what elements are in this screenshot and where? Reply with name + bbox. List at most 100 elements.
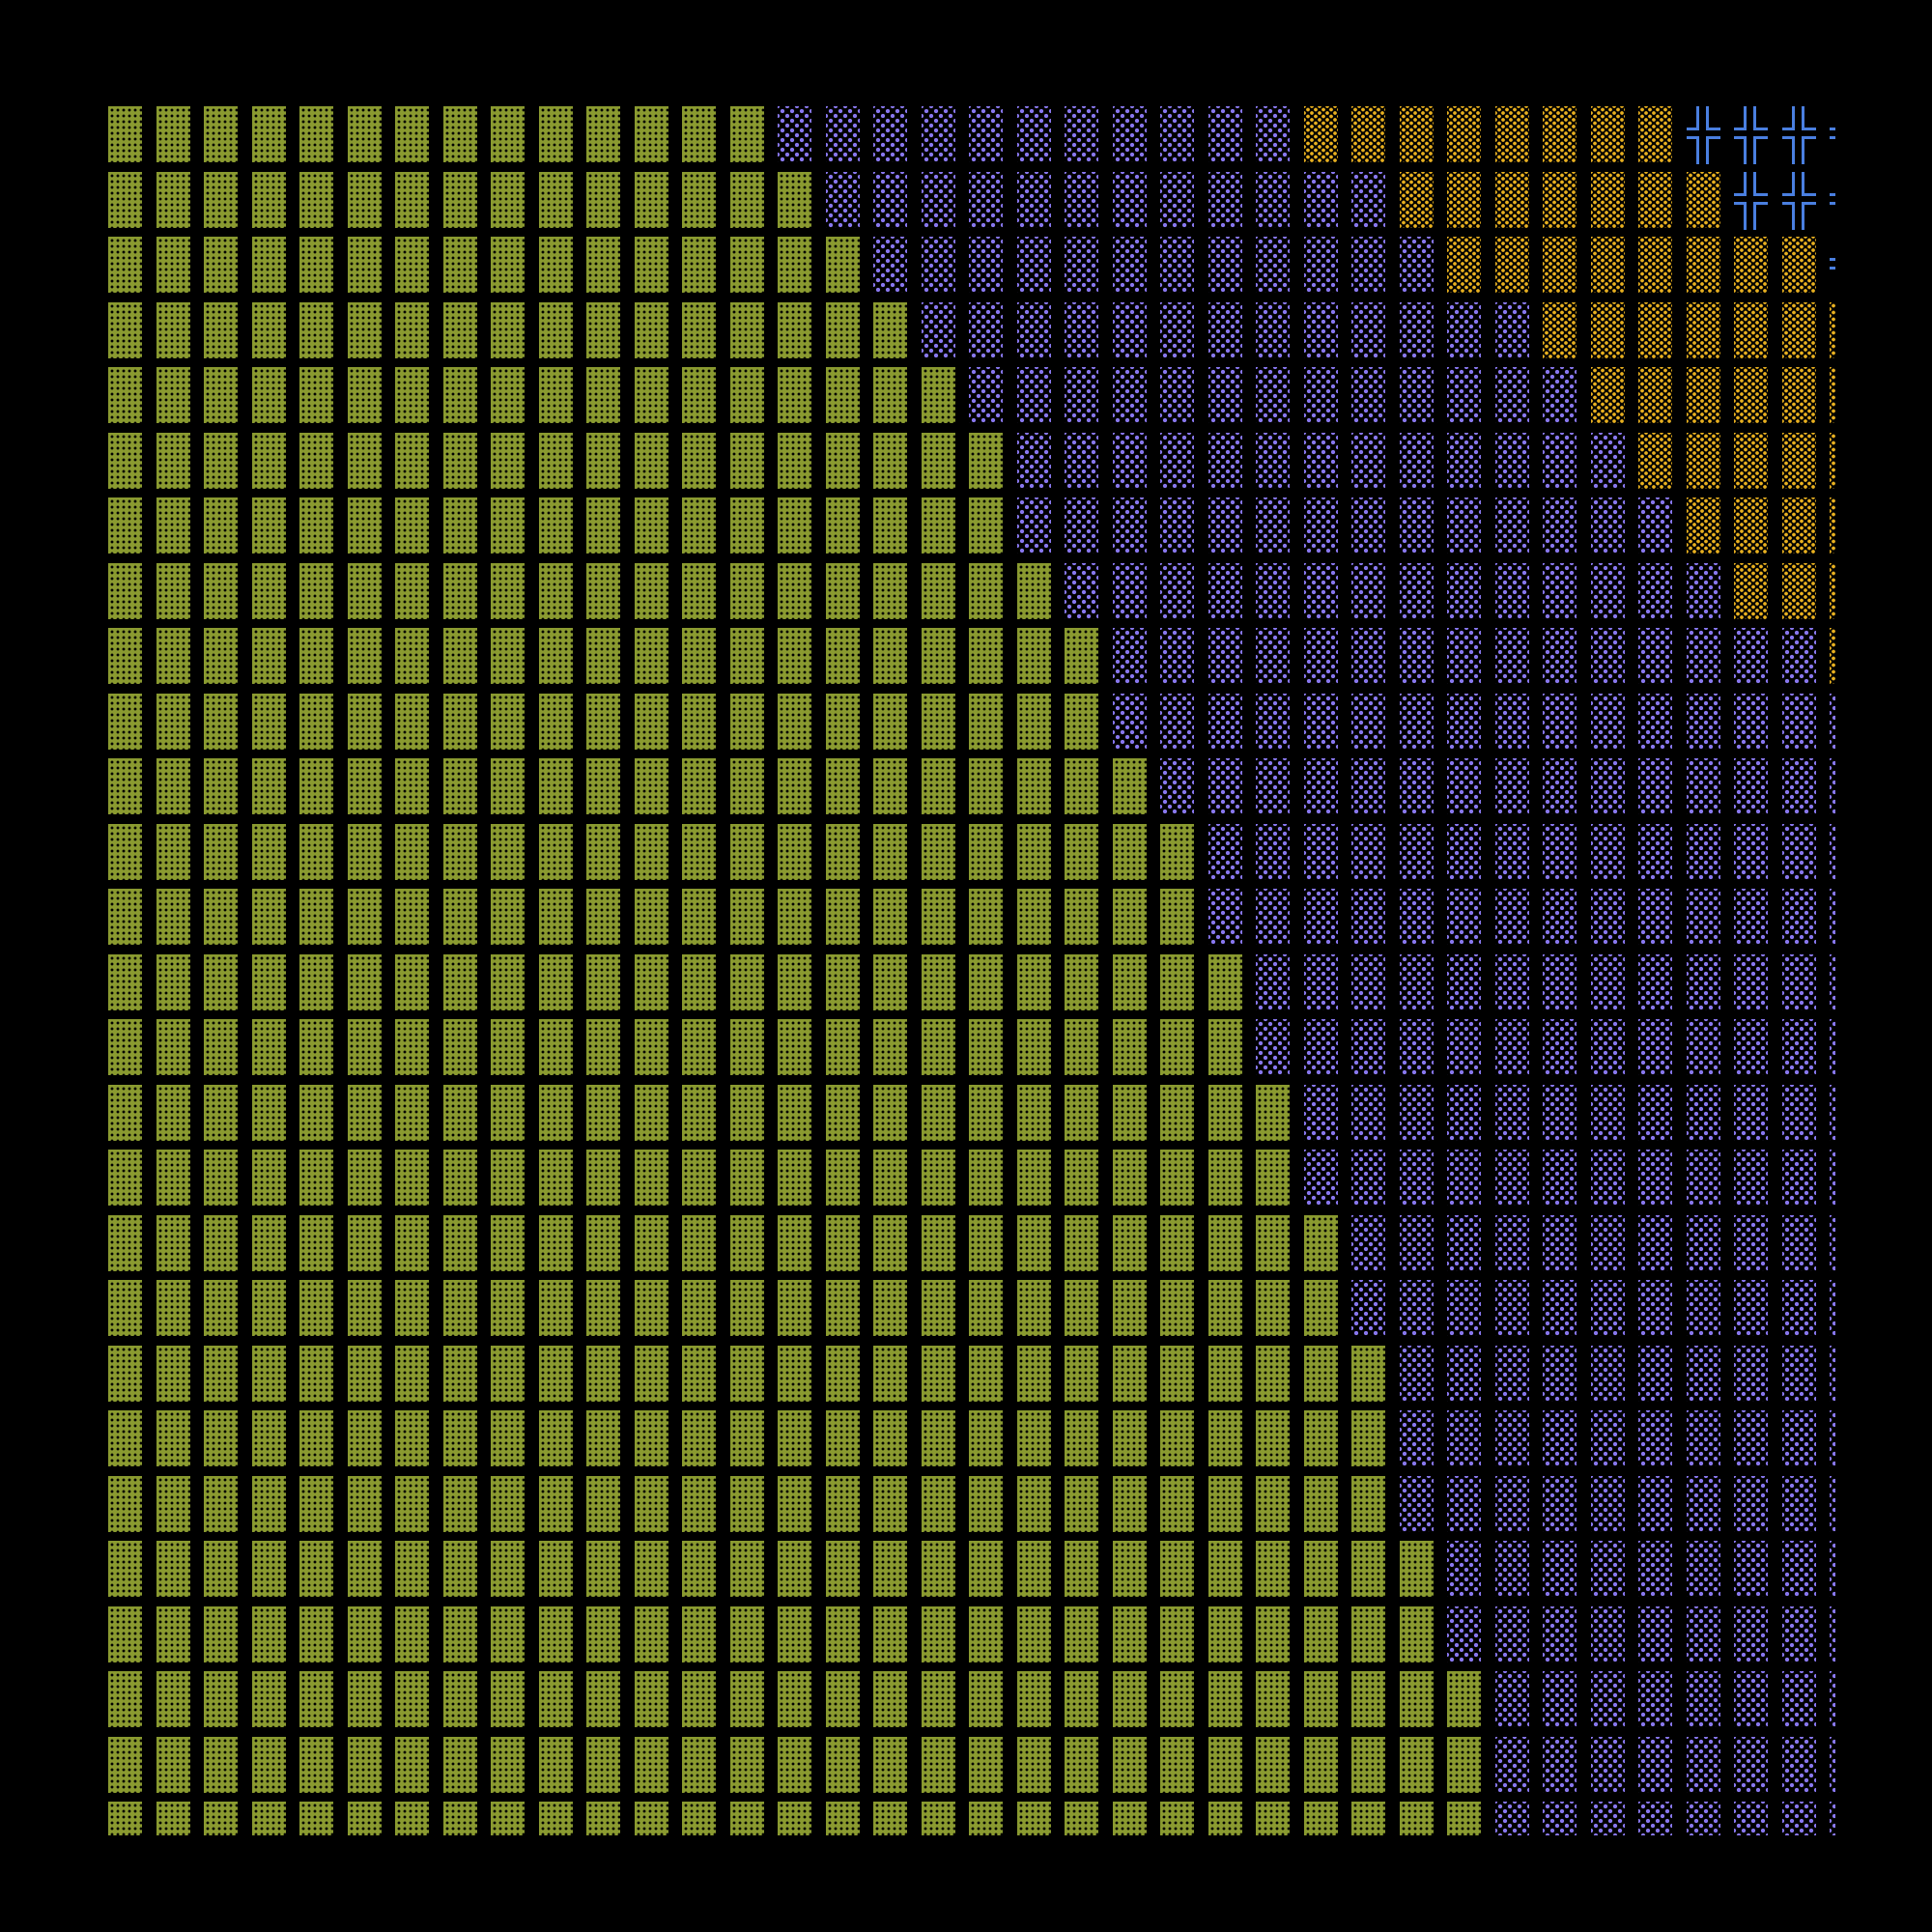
dark-shade-icon	[634, 432, 668, 489]
dark-shade-icon	[538, 1150, 573, 1206]
terminal-cell	[634, 626, 683, 692]
light-shade-icon	[1638, 1475, 1672, 1532]
light-shade-icon	[1734, 693, 1768, 750]
terminal-cell	[1208, 496, 1257, 561]
light-shade-icon	[1494, 1084, 1529, 1141]
dark-shade-icon	[538, 432, 573, 489]
dark-shade-icon	[873, 953, 907, 1010]
terminal-cell	[204, 887, 252, 952]
dark-shade-icon	[1160, 1605, 1194, 1662]
terminal-cell	[1638, 1017, 1687, 1083]
dark-shade-icon	[969, 693, 1003, 750]
light-shade-icon	[1303, 237, 1338, 293]
light-shade-icon	[1494, 1214, 1529, 1271]
terminal-cell	[442, 1148, 492, 1213]
dark-shade-icon	[395, 432, 429, 489]
light-shade-icon	[1399, 367, 1434, 423]
light-shade-icon	[1494, 1280, 1529, 1336]
light-shade-icon	[1399, 1214, 1434, 1271]
terminal-cell	[586, 1213, 635, 1279]
terminal-cell	[1256, 1605, 1304, 1670]
terminal-cell	[1638, 626, 1687, 692]
light-shade-icon	[1447, 1345, 1481, 1402]
light-shade-icon	[1208, 889, 1242, 945]
dark-shade-icon	[1112, 1475, 1147, 1532]
terminal-cell	[442, 692, 492, 757]
light-shade-icon	[1734, 1019, 1768, 1075]
dark-shade-icon	[969, 1671, 1003, 1727]
dark-shade-icon	[442, 106, 477, 162]
dark-shade-icon	[251, 953, 286, 1010]
light-shade-icon	[1494, 301, 1529, 358]
terminal-cell	[395, 1669, 443, 1735]
light-shade-icon	[1830, 1214, 1835, 1271]
terminal-cell	[1686, 431, 1735, 497]
terminal-cell	[1638, 1278, 1687, 1344]
dark-shade-icon	[347, 889, 382, 945]
light-shade-icon	[1112, 106, 1147, 162]
terminal-cell	[156, 1017, 205, 1083]
terminal-cell	[1494, 1278, 1544, 1344]
terminal-cell	[634, 104, 683, 170]
dark-shade-icon	[825, 1541, 860, 1597]
terminal-cell	[1399, 1344, 1448, 1409]
terminal-cell	[1590, 692, 1639, 757]
terminal-cell	[1494, 300, 1544, 366]
terminal-cell	[634, 235, 683, 300]
dark-shade-icon	[395, 1736, 429, 1793]
terminal-cell	[921, 756, 970, 822]
dark-shade-icon	[778, 1150, 811, 1206]
dark-shade-icon	[395, 758, 429, 814]
dark-shade-icon	[395, 237, 429, 293]
dark-shade-icon	[299, 1345, 333, 1402]
medium-shade-icon	[1447, 171, 1481, 228]
terminal-cell	[347, 170, 396, 236]
dark-shade-icon	[873, 1671, 907, 1727]
dark-shade-icon	[778, 889, 811, 945]
terminal-cell	[1160, 104, 1208, 170]
terminal-cell	[1065, 887, 1113, 952]
medium-shade-icon	[1590, 301, 1625, 358]
terminal-cell	[395, 756, 443, 822]
terminal-cell	[156, 1539, 205, 1605]
dark-shade-icon	[347, 106, 382, 162]
terminal-cell	[347, 952, 396, 1018]
dark-shade-icon	[395, 628, 429, 684]
dark-shade-icon	[156, 301, 190, 358]
terminal-cell	[1065, 756, 1113, 822]
dark-shade-icon	[969, 562, 1003, 619]
dark-shade-icon	[1351, 1345, 1385, 1402]
medium-shade-icon	[1734, 367, 1768, 423]
terminal-cell	[634, 1017, 683, 1083]
terminal-cell	[682, 1474, 730, 1540]
terminal-cell	[299, 756, 348, 822]
terminal-cell	[1016, 1800, 1065, 1835]
terminal-cell	[1208, 1669, 1257, 1735]
light-shade-icon	[1543, 628, 1577, 684]
light-shade-icon	[1351, 171, 1385, 228]
terminal-cell	[538, 365, 587, 431]
dark-shade-icon	[395, 889, 429, 945]
terminal-cell	[1686, 300, 1735, 366]
dark-shade-icon	[682, 171, 716, 228]
terminal-cell	[969, 1408, 1017, 1474]
dark-shade-icon	[1208, 1605, 1242, 1662]
dark-shade-icon	[204, 628, 238, 684]
terminal-cell	[1830, 1605, 1835, 1670]
terminal-cell	[1351, 1083, 1400, 1149]
terminal-cell	[442, 365, 492, 431]
terminal-cell	[1638, 431, 1687, 497]
dark-shade-icon	[1351, 1802, 1385, 1835]
terminal-cell	[108, 1735, 156, 1801]
dark-shade-icon	[299, 1541, 333, 1597]
terminal-cell	[1303, 431, 1352, 497]
terminal-cell	[156, 756, 205, 822]
terminal-cell	[251, 1800, 300, 1835]
dark-shade-icon	[1112, 1280, 1147, 1336]
terminal-cell	[1303, 692, 1352, 757]
dark-shade-icon	[1399, 1802, 1434, 1835]
dark-shade-icon	[204, 237, 238, 293]
terminal-cell	[347, 1278, 396, 1344]
terminal-cell	[1734, 1539, 1782, 1605]
terminal-cell	[1160, 431, 1208, 497]
